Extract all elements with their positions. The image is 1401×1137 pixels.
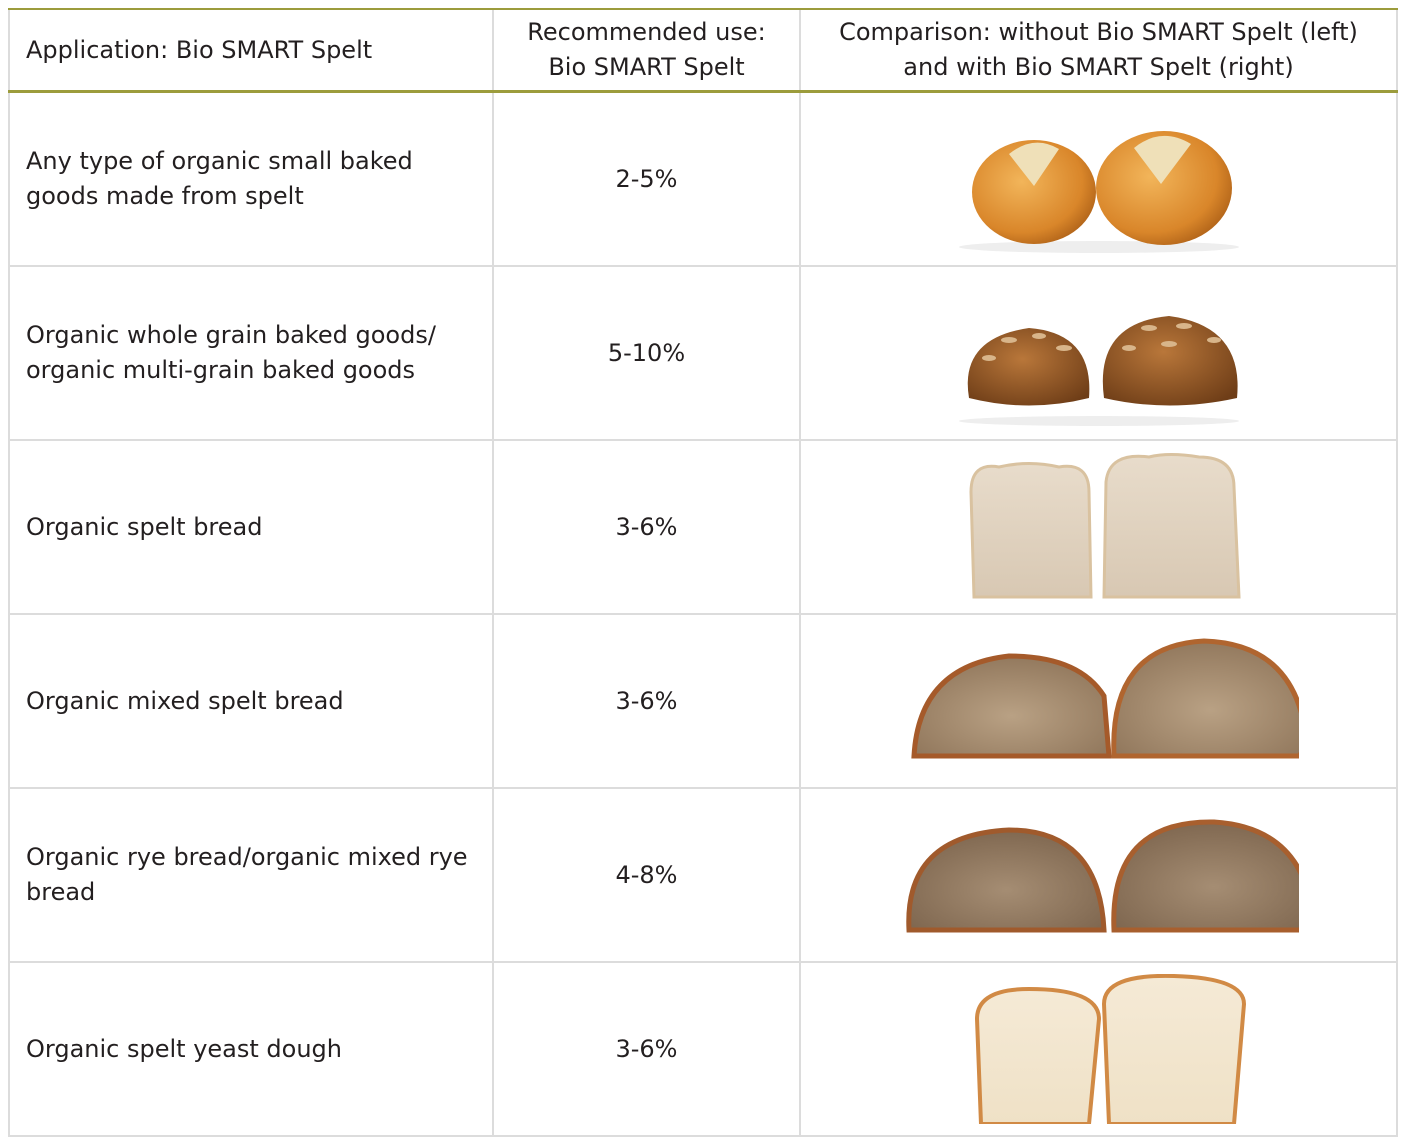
use-cell: 4-8%: [494, 789, 801, 961]
table-row: Organic whole grain baked goods/organic …: [8, 267, 1398, 441]
application-cell: Organic whole grain baked goods/organic …: [8, 267, 494, 439]
use-cell: 2-5%: [494, 93, 801, 265]
use-text: 4-8%: [615, 860, 678, 889]
application-text: organic multi-grain baked goods: [26, 356, 416, 384]
bread-shape: [967, 328, 1089, 406]
bread-shape: [971, 140, 1096, 244]
table-row: Organic rye bread/organic mixed rye bread…: [8, 789, 1398, 963]
bread-shape: [905, 827, 1107, 933]
use-cell: 3-6%: [494, 441, 801, 613]
table-row: Organic mixed spelt bread 3-6%: [8, 615, 1398, 789]
application-text: Organic rye bread/organic mixed rye: [26, 843, 468, 871]
bread-shape: [1206, 337, 1221, 343]
image-cell: [801, 615, 1398, 787]
bread-shape: [958, 416, 1239, 426]
image-cell: [801, 963, 1398, 1135]
image-cell: [801, 441, 1398, 613]
table: Application: Bio SMART Spelt Recommended…: [8, 8, 1398, 1137]
header-row: Application: Bio SMART Spelt Recommended…: [8, 8, 1398, 93]
use-text: 3-6%: [615, 512, 678, 541]
application-cell: Any type of organic small baked goods mad…: [8, 93, 494, 265]
application-text: bread: [26, 878, 96, 906]
application-cell: Organic spelt bread: [8, 441, 494, 613]
header-text: Recommended use:: [527, 18, 766, 46]
bread-image: [968, 453, 1241, 599]
bread-shape: [974, 986, 1101, 1124]
image-cell: [801, 789, 1398, 961]
header-text: and with Bio SMART Spelt (right): [903, 53, 1294, 81]
bread-shape: [1121, 345, 1136, 351]
bread-shape: [1031, 333, 1046, 339]
bread-image: [974, 974, 1246, 1124]
bread-shape: [981, 355, 996, 361]
image-cell: [801, 93, 1398, 265]
application-text: Any type of organic small baked: [26, 147, 413, 175]
table-row: Any type of organic small baked goods mad…: [8, 93, 1398, 267]
bread-shape: [1055, 345, 1072, 351]
use-text: 3-6%: [615, 1034, 678, 1063]
header-text: Bio SMART Spelt: [548, 53, 745, 81]
bread-shape: [1110, 638, 1299, 759]
bread-image: [910, 638, 1299, 759]
application-cell: Organic spelt yeast dough: [8, 963, 494, 1135]
bread-shape: [1140, 325, 1157, 331]
application-cell: Organic mixed spelt bread: [8, 615, 494, 787]
bread-image: [905, 819, 1299, 933]
header-cell: Application: Bio SMART Spelt: [8, 10, 494, 90]
header-text: Comparison: without Bio SMART Spelt (lef…: [839, 18, 1358, 46]
use-cell: 3-6%: [494, 963, 801, 1135]
table-body: Any type of organic small baked goods mad…: [8, 93, 1398, 1137]
application-text: Organic mixed spelt bread: [26, 686, 344, 715]
bread-image: [958, 316, 1239, 426]
application-text: Organic whole grain baked goods/: [26, 321, 436, 349]
header-text: Application: Bio SMART Spelt: [26, 35, 373, 64]
bread-shape: [968, 462, 1093, 599]
bread-shape: [1110, 819, 1299, 933]
bread-shape: [910, 653, 1112, 759]
application-text: Organic spelt bread: [26, 512, 263, 541]
header-cell: Comparison: without Bio SMART Spelt (lef…: [801, 10, 1398, 90]
use-text: 5-10%: [607, 338, 686, 367]
bread-shape: [1101, 453, 1241, 599]
bread-shape: [1160, 341, 1177, 347]
table-row: Organic spelt bread 3-6%: [8, 441, 1398, 615]
use-text: 2-5%: [615, 164, 678, 193]
bread-shape: [1133, 135, 1191, 184]
bread-shape: [1101, 974, 1246, 1124]
bread-shape: [981, 323, 1221, 361]
application-cell: Organic rye bread/organic mixed rye bread: [8, 789, 494, 961]
bread-shape: [1102, 316, 1238, 406]
use-text: 3-6%: [615, 686, 678, 715]
use-cell: 3-6%: [494, 615, 801, 787]
table-row: Organic spelt yeast dough 3-6%: [8, 963, 1398, 1137]
application-text: goods made from spelt: [26, 182, 304, 210]
use-cell: 5-10%: [494, 267, 801, 439]
bread-shape: [1175, 323, 1192, 329]
bread-shape: [1000, 337, 1017, 343]
bread-shape: [1008, 142, 1059, 186]
image-cell: [801, 267, 1398, 439]
bread-image: [958, 131, 1239, 253]
header-cell: Recommended use: Bio SMART Spelt: [494, 10, 801, 90]
bread-shape: [1095, 131, 1232, 245]
bread-shape: [958, 241, 1239, 253]
application-text: Organic spelt yeast dough: [26, 1034, 342, 1063]
